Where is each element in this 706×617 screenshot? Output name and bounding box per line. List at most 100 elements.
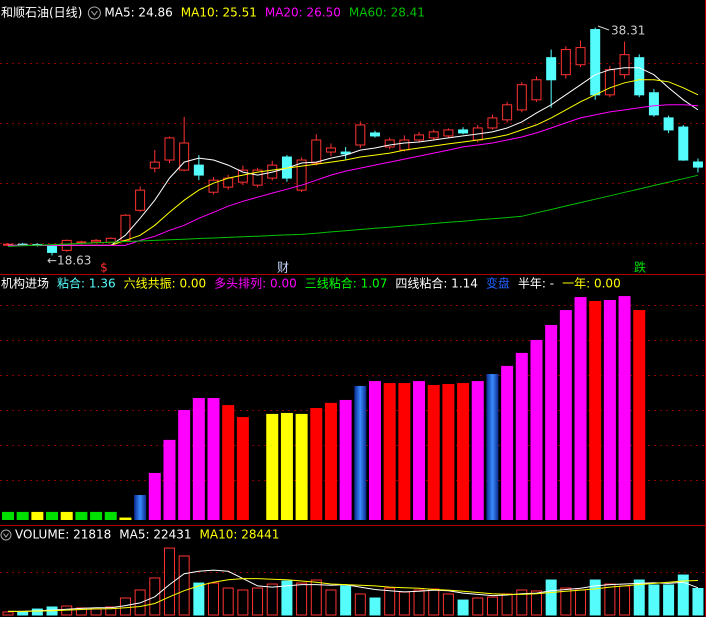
indicator-bar [324,402,337,520]
indicator-bar [163,439,176,520]
indicator-bar [31,511,44,520]
candle-body [663,117,674,131]
indicator-bar [339,399,352,520]
ma-line [8,578,699,612]
volume-bar [2,611,14,616]
candle-body [502,104,513,121]
candle-body [516,84,527,111]
volume-bar [663,584,675,616]
volume-bar [325,589,337,616]
candle-body [414,134,425,141]
candle-body [678,126,689,161]
signal-marker: $ [100,261,108,275]
indicator-bar [119,517,132,520]
volume-bar [222,587,234,616]
candle-body [458,129,469,134]
candle-body [296,159,307,191]
candle-body [634,57,645,96]
volume-bar [648,584,660,616]
volume-bar [501,593,513,616]
volume-bar [428,588,440,616]
candle-body [546,57,557,81]
candle-body [149,161,160,169]
ma-line [8,569,699,612]
candle-body [135,189,146,211]
volume-bar [633,579,645,616]
volume-bar [604,583,616,616]
indicator-bar [90,511,103,520]
volume-bar [252,587,264,616]
candle-body [648,92,659,116]
legend-entry: 半年: - [518,277,554,291]
menu-icon [3,533,9,538]
chart-title: 和顺石油(日线) [1,6,82,20]
volume-bar [472,597,484,616]
indicator-bar [295,413,308,520]
candle-body [179,142,190,171]
candle-body [399,139,410,151]
signal-marker: 跌 [634,260,646,275]
signal-marker: 财 [277,261,289,275]
indicator-bar [501,365,514,520]
candle-body [604,69,615,96]
candle-body [575,47,586,66]
indicator-bar [383,383,396,520]
volume-bar [266,583,278,616]
indicator-bar [486,373,499,520]
volume-bar [530,590,542,616]
candle-body [252,169,263,186]
volume-bar [457,599,469,616]
chart-title: 机构进场 [1,276,49,291]
candle-body [692,161,703,168]
chart-title: VOLUME: 21818 [15,528,111,542]
candle-body [91,239,102,243]
volume-bar [90,608,102,616]
legend-entry: 三线粘合: 1.07 [305,276,388,291]
indicator-bar [75,511,88,520]
candle-body [487,117,498,129]
volume-bar [486,596,498,616]
indicator-bar [60,511,73,520]
indicator-bar [413,381,426,520]
ma-line [8,67,699,246]
indicator-bar [134,495,147,520]
volume-bar [296,582,308,616]
menu-icon [90,10,98,16]
indicator-bar [310,408,323,520]
candle-body [531,79,542,101]
annotation: 38.31 [611,24,645,38]
candle-body [428,131,439,139]
indicator-bar [515,352,528,520]
indicator-bar [46,511,59,520]
volume-bar [575,589,587,616]
volume-bar [31,608,43,616]
indicator-bar [589,300,602,520]
indicator-bar [457,383,470,520]
legend-entry: 变盘 [486,276,510,291]
candle-body [355,124,366,146]
candle-body [76,241,87,244]
volume-bar [369,597,381,616]
annotation-line [597,25,610,31]
volume-bar [178,555,190,616]
volume-bar [560,587,572,616]
legend-entry: 六线共振: 0.00 [124,277,207,291]
volume-bar [442,593,454,616]
indicator-bar [633,310,646,520]
volume-bar [237,589,249,616]
ma-line [7,174,699,247]
candle-body [590,29,601,96]
legend-entry: MA20: 26.50 [265,6,341,20]
headers: 和顺石油(日线) MA5: 24.86 MA10: 25.51 MA20: 26.50… [0,6,621,542]
candle-body [619,54,630,76]
volume-bar [208,582,220,616]
annotation: ←18.63 [47,254,91,268]
indicator-bar [148,472,161,520]
volume-bar [692,588,704,616]
volume-bar [516,589,528,616]
candle-body [560,49,571,76]
candle-body [193,164,204,176]
candle-body [120,214,131,241]
